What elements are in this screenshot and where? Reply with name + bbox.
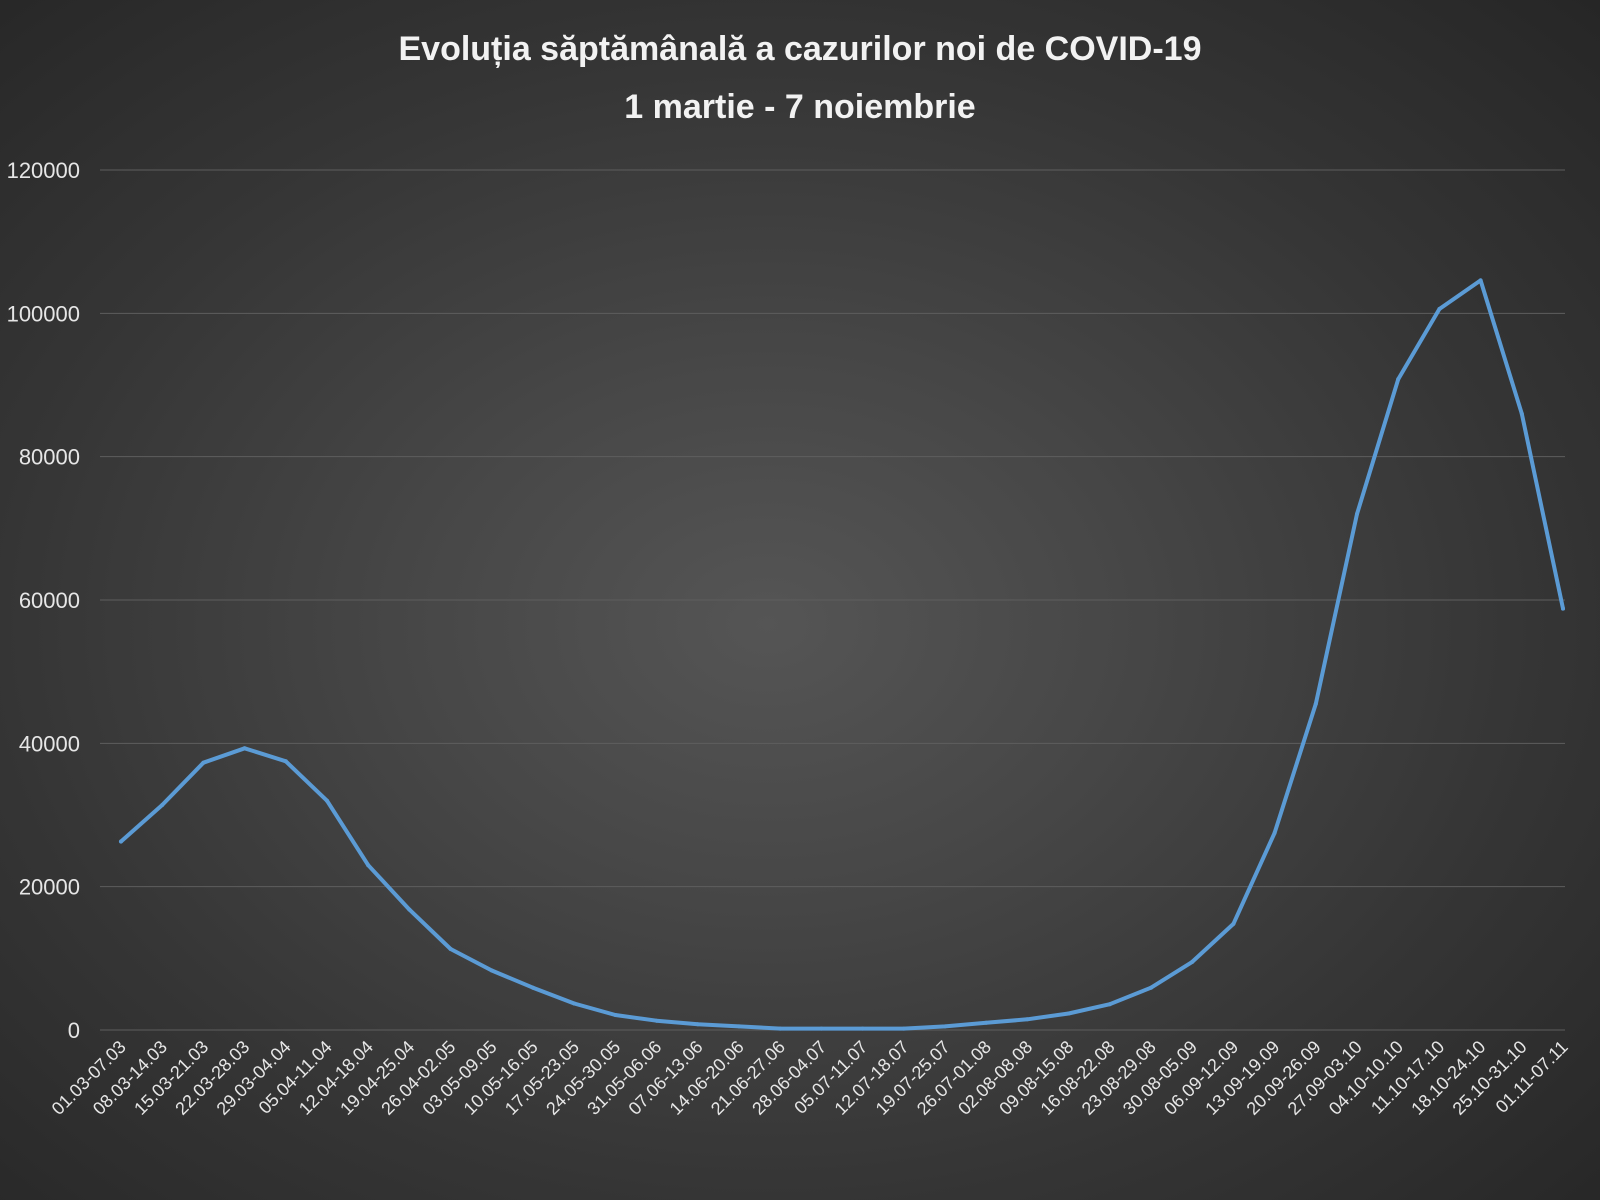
y-tick-label: 80000 [19,445,80,470]
y-tick-label: 20000 [19,875,80,900]
data-point [1231,921,1236,926]
data-point [1561,606,1565,611]
data-point [1355,512,1359,516]
data-point [1190,959,1195,964]
data-point [654,1018,659,1023]
data-point [778,1026,783,1031]
data-point [737,1024,741,1029]
data-point [1313,701,1318,706]
data-point [160,803,165,807]
data-point [366,863,371,868]
data-point [1066,1011,1071,1016]
data-point [119,839,123,844]
y-tick-label: 120000 [7,158,80,183]
data-point [572,1001,577,1006]
data-point [613,1013,618,1017]
data-point [984,1020,989,1025]
y-tick-label: 40000 [19,731,80,756]
data-point [201,760,206,765]
y-tick-label: 100000 [7,301,80,326]
y-tick-label: 60000 [19,588,80,613]
data-point [819,1026,824,1031]
series-line [119,278,1565,1031]
data-point [1478,278,1483,283]
gridlines [100,169,1565,1031]
data-point [242,746,247,751]
chart-title: Evoluția săptămânală a cazurilor noi de … [398,30,1201,68]
data-point [860,1026,865,1031]
data-point [1107,1002,1112,1007]
chart-subtitle: 1 martie - 7 noiembrie [624,88,975,126]
data-point [1025,1017,1030,1022]
data-point [1519,411,1524,416]
data-point [1437,307,1442,311]
data-point [695,1022,700,1027]
data-point [1149,985,1153,990]
y-tick-label: 0 [68,1018,80,1043]
data-point [943,1024,947,1029]
data-point [531,985,535,990]
data-point [901,1026,906,1031]
data-point [283,759,288,764]
data-point [325,798,329,803]
series-layer [119,278,1565,1031]
data-point [407,907,412,912]
data-point [489,968,494,973]
data-point [448,947,453,951]
data-point [1396,377,1401,382]
y-axis-ticks: 0 20000 40000 60000 80000 100000 120000 [7,158,80,1043]
data-point [1272,830,1277,835]
x-axis-ticks: 01.03-07.0308.03-14.0315.03-21.0322.03-2… [48,1037,1572,1119]
